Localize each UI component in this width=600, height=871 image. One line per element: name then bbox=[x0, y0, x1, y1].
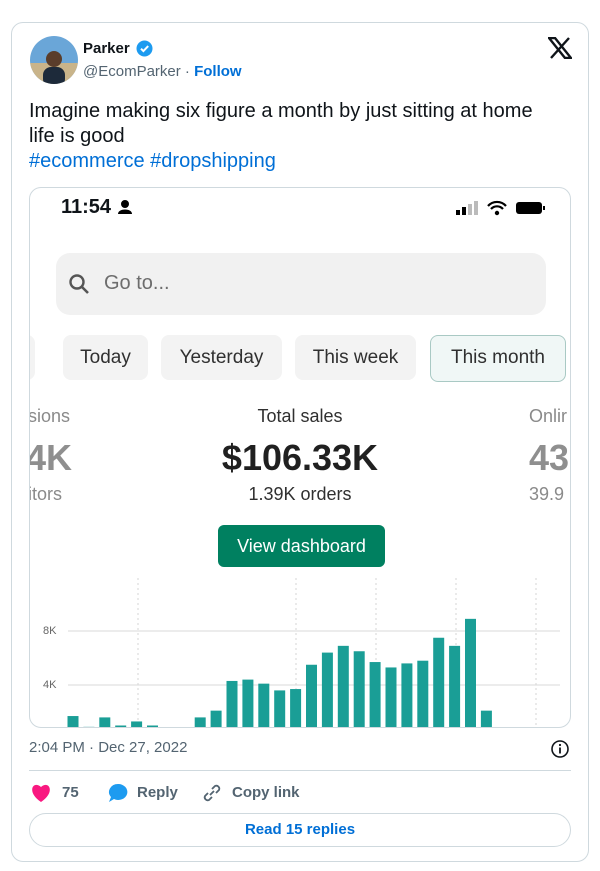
bar bbox=[210, 710, 222, 727]
verified-badge bbox=[136, 40, 153, 57]
bar bbox=[258, 683, 270, 727]
bar bbox=[433, 637, 445, 727]
read-replies-button[interactable]: Read 15 replies bbox=[29, 813, 571, 847]
link-icon[interactable] bbox=[201, 782, 223, 804]
bar bbox=[242, 679, 254, 727]
divider bbox=[29, 770, 571, 771]
bar bbox=[83, 726, 95, 727]
search-icon bbox=[69, 274, 89, 294]
bar bbox=[369, 662, 381, 727]
follow-link[interactable]: Follow bbox=[194, 63, 242, 80]
bar bbox=[194, 717, 206, 727]
y-tick-label: 4K bbox=[43, 679, 57, 691]
bar bbox=[353, 651, 365, 727]
bar bbox=[321, 652, 333, 727]
bar bbox=[465, 618, 476, 727]
stat-sub: itors bbox=[29, 484, 63, 504]
author-name[interactable]: Parker bbox=[83, 40, 130, 57]
copy-link-button[interactable]: Copy link bbox=[232, 784, 300, 801]
bar bbox=[99, 717, 111, 727]
date-tab[interactable]: This week bbox=[295, 335, 416, 380]
timestamp[interactable]: 2:04 PM · Dec 27, 2022 bbox=[29, 739, 188, 756]
stat-sub: 39.9 bbox=[529, 484, 565, 504]
y-tick-label: 8K bbox=[43, 625, 57, 637]
hashtag[interactable]: #ecommerce bbox=[29, 150, 145, 172]
reply-icon[interactable] bbox=[107, 782, 129, 804]
heart-icon[interactable] bbox=[30, 783, 52, 803]
date-tab[interactable]: e bbox=[30, 335, 35, 380]
tweet-card bbox=[11, 22, 589, 862]
stat-value: 4K bbox=[29, 437, 73, 478]
tweet-line: life is good bbox=[29, 125, 125, 147]
info-icon[interactable] bbox=[550, 739, 570, 759]
hashtag[interactable]: #dropshipping bbox=[150, 150, 276, 172]
bar bbox=[290, 689, 302, 727]
stat-label: Total sales bbox=[257, 406, 343, 426]
person-icon bbox=[118, 200, 132, 214]
stat-label: Onlir bbox=[529, 406, 568, 426]
bar bbox=[337, 645, 349, 727]
stat-label: sions bbox=[29, 406, 71, 426]
tweet-line: Imagine making six figure a month by jus… bbox=[29, 100, 533, 122]
handle[interactable]: @EcomParker bbox=[83, 63, 181, 80]
handle-row: @EcomParker · Follow bbox=[83, 63, 242, 80]
view-dashboard-button[interactable]: View dashboard bbox=[218, 525, 385, 567]
bar bbox=[274, 690, 286, 727]
date-tab[interactable]: Today bbox=[63, 335, 148, 380]
avatar[interactable] bbox=[29, 35, 79, 85]
embedded-screenshot[interactable]: 11:54 Go to... e Today Yesterday This week T… bbox=[29, 187, 571, 728]
search-box[interactable]: Go to... bbox=[56, 253, 546, 315]
bar bbox=[67, 716, 79, 727]
bar bbox=[131, 721, 143, 727]
status-time: 11:54 bbox=[61, 196, 112, 218]
status-icons bbox=[456, 200, 545, 216]
bar bbox=[147, 725, 158, 727]
tweet-text: Imagine making six figure a month by jus… bbox=[29, 99, 533, 174]
like-count[interactable]: 75 bbox=[62, 784, 79, 801]
bar bbox=[115, 725, 127, 727]
bar bbox=[226, 680, 238, 727]
bar bbox=[480, 710, 492, 727]
separator: · bbox=[184, 63, 190, 80]
bar bbox=[417, 660, 429, 727]
x-logo[interactable] bbox=[548, 37, 572, 59]
reply-button[interactable]: Reply bbox=[137, 784, 178, 801]
stat-sub: 1.39K orders bbox=[248, 484, 352, 504]
stat-value: 43 bbox=[529, 437, 570, 478]
bar bbox=[401, 663, 413, 727]
date-tab[interactable]: This month bbox=[430, 335, 566, 382]
date-tab[interactable]: Yesterday bbox=[161, 335, 282, 380]
stat-value: $106.33K bbox=[221, 437, 379, 478]
sales-chart: 4K 8K bbox=[43, 578, 560, 727]
bar bbox=[449, 645, 461, 727]
search-placeholder: Go to... bbox=[104, 272, 170, 294]
bar bbox=[385, 667, 397, 727]
bar bbox=[306, 664, 317, 727]
